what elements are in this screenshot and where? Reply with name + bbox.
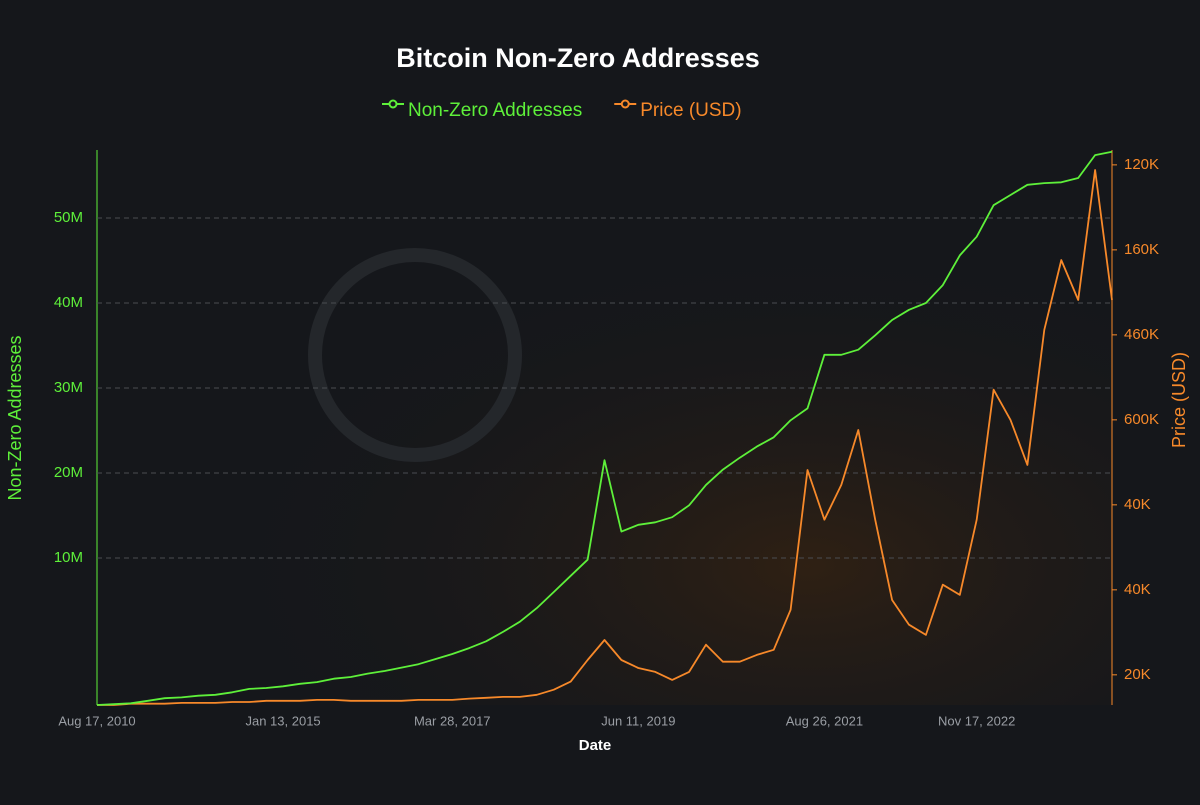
watermark xyxy=(308,248,522,462)
y2-tick-label: 40K xyxy=(1124,496,1151,513)
y-axis-title: Non-Zero Addresses xyxy=(5,335,25,500)
legend-marker xyxy=(620,99,630,109)
plot-glow xyxy=(97,150,1112,705)
chart-title: Bitcoin Non-Zero Addresses xyxy=(396,43,760,73)
data-line xyxy=(97,169,1113,706)
x-tick-label: Aug 17, 2010 xyxy=(58,713,135,728)
legend-label: Non-Zero Addresses xyxy=(408,100,582,121)
y-tick-label: 10M xyxy=(54,549,83,566)
y2-tick-label: 460K xyxy=(1124,326,1159,343)
y2-tick-label: 20K xyxy=(1124,666,1151,683)
y2-tick-label: 40K xyxy=(1124,581,1151,598)
y-tick-label: 30M xyxy=(54,379,83,396)
x-tick-label: Mar 28, 2017 xyxy=(414,713,491,728)
data-line xyxy=(96,150,1113,706)
x-tick-label: Aug 26, 2021 xyxy=(786,713,863,728)
y-tick-label: 40M xyxy=(54,294,83,311)
x-tick-label: Nov 17, 2022 xyxy=(938,713,1015,728)
legend-marker xyxy=(388,99,398,109)
x-tick-label: Jan 13, 2015 xyxy=(245,713,320,728)
x-axis-title: Date xyxy=(579,737,612,754)
y2-tick-label: 160K xyxy=(1124,241,1159,258)
y2-axis-title: Price (USD) xyxy=(1169,352,1189,448)
y-tick-label: 50M xyxy=(54,209,83,226)
y2-tick-label: 600K xyxy=(1124,411,1159,428)
y-tick-label: 20M xyxy=(54,464,83,481)
x-tick-label: Jun 11, 2019 xyxy=(601,713,675,728)
legend-label: Price (USD) xyxy=(640,100,741,121)
y2-tick-label: 120K xyxy=(1124,156,1159,173)
